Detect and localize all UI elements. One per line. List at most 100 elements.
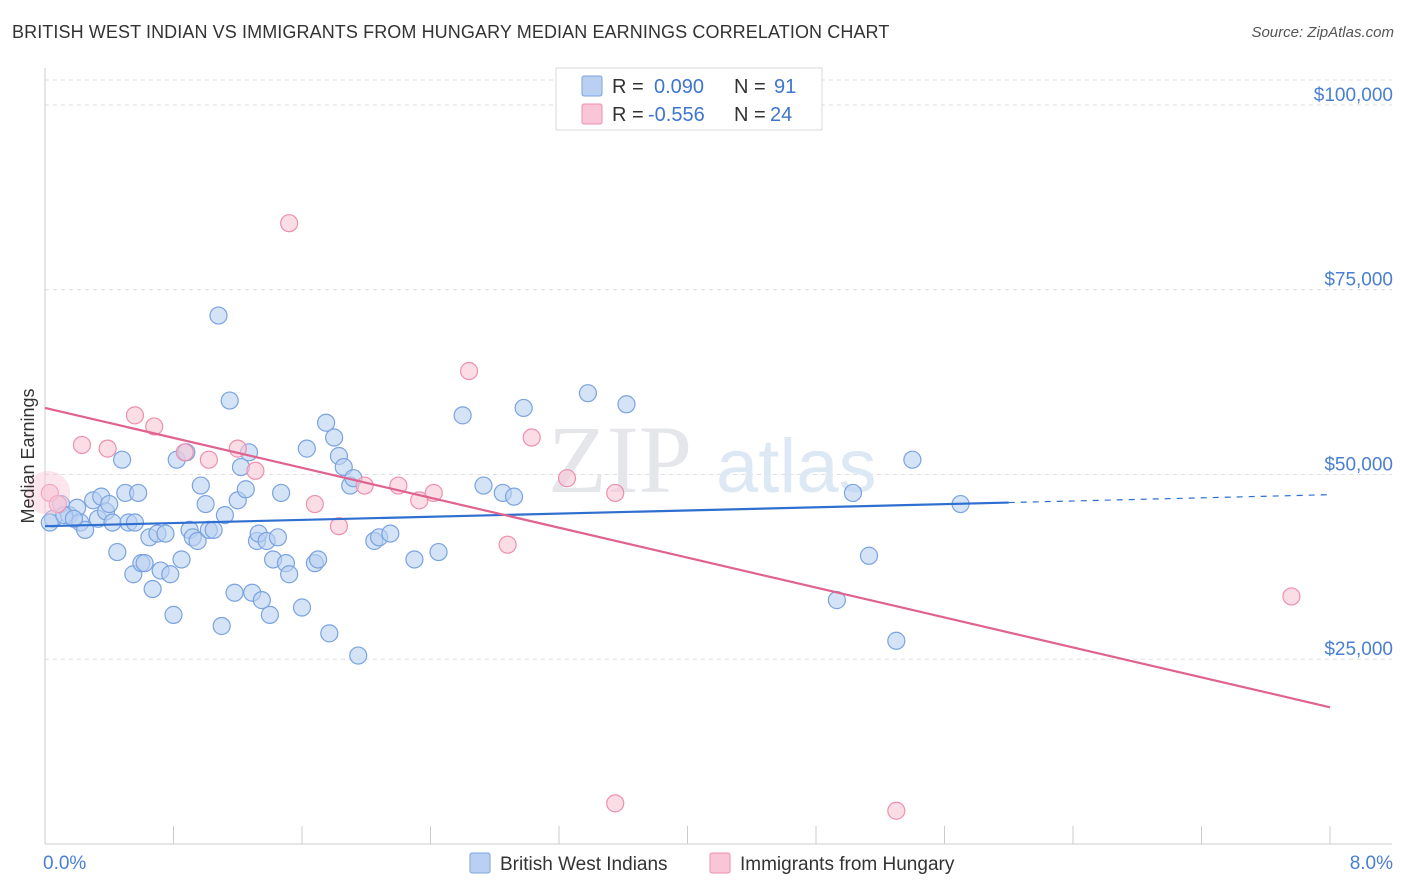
legend-r-value-1: 0.090 <box>654 76 704 98</box>
series-legend: British West Indians Immigrants from Hun… <box>469 852 955 875</box>
bwi-point-79 <box>514 398 533 418</box>
hungary-point-13 <box>355 476 374 495</box>
chart-source: Source: ZipAtlas.com <box>1251 24 1394 41</box>
legend-n-value-1: 91 <box>774 76 796 98</box>
y-tick-label-2: $75,000 <box>1324 270 1393 291</box>
hungary-point-4 <box>125 406 145 425</box>
bwi-point-42 <box>225 583 244 602</box>
bwi-point-83 <box>843 483 863 503</box>
axes <box>44 68 1392 845</box>
bwi-point-18 <box>129 483 148 503</box>
legend-r-label-2: R = <box>612 104 644 126</box>
hungary-point-20 <box>557 469 577 488</box>
hungary-point-24 <box>1282 587 1301 606</box>
hungary-point-5 <box>145 417 164 436</box>
bwi-point-62 <box>316 413 336 432</box>
hungary-point-9 <box>246 461 265 480</box>
bwi-point-45 <box>236 480 255 499</box>
hungary-point-2 <box>72 435 92 455</box>
watermark: ZIP atlas <box>548 406 877 513</box>
hungary-large-point <box>26 470 71 515</box>
bwi-point-10 <box>100 494 119 514</box>
hungary-point-6 <box>175 443 194 462</box>
grid-lines <box>45 79 1392 660</box>
legend-r-label-1: R = <box>612 76 644 98</box>
y-axis-label: Median Earnings <box>18 388 38 523</box>
trend-lines <box>44 406 1331 709</box>
bwi-point-84 <box>859 546 879 565</box>
hungary-point-19 <box>522 428 541 447</box>
bottom-legend-swatch-blue <box>469 852 491 874</box>
bwi-point-58 <box>292 598 312 617</box>
bwi-point-50 <box>252 591 271 610</box>
bottom-legend-swatch-pink <box>709 852 731 874</box>
bwi-point-26 <box>161 565 180 584</box>
bwi-point-11 <box>103 513 122 532</box>
chart-title: BRITISH WEST INDIAN VS IMMIGRANTS FROM H… <box>12 22 890 42</box>
hungary-point-7 <box>199 450 218 469</box>
bwi-point-73 <box>405 550 424 569</box>
hungary-point-21 <box>606 483 625 503</box>
bwi-point-12 <box>108 542 127 562</box>
bwi-point-59 <box>297 439 316 458</box>
bottom-legend-label-2: Immigrants from Hungary <box>740 854 955 875</box>
bwi-point-61 <box>308 550 328 569</box>
y-tick-label-0: $25,000 <box>1324 639 1393 660</box>
x-tick-labels: 0.0% 8.0% <box>43 853 1393 874</box>
bwi-point-90 <box>64 509 84 528</box>
bwi-point-64 <box>325 428 344 447</box>
bwi-point-39 <box>212 616 231 636</box>
bwi-point-29 <box>172 550 191 569</box>
trend-line-hungary <box>44 406 1331 709</box>
legend-n-label-1: N = <box>734 76 766 98</box>
x-tick-label-0: 0.0% <box>43 853 86 874</box>
legend-n-value-2: 24 <box>770 104 792 126</box>
legend-swatch-pink <box>581 103 603 125</box>
bwi-point-35 <box>196 494 215 514</box>
bwi-point-34 <box>191 476 210 495</box>
bwi-point-74 <box>429 542 448 562</box>
bwi-point-52 <box>260 605 279 624</box>
legend-swatch-blue <box>581 75 603 97</box>
hungary-point-17 <box>459 361 479 381</box>
hungary-point-3 <box>98 439 117 458</box>
bwi-point-57 <box>280 565 299 584</box>
trend-line-bwi <box>44 501 1009 528</box>
legend-r-value-2: -0.556 <box>648 104 705 126</box>
bwi-point-20 <box>135 554 154 573</box>
y-tick-labels: $25,000 $50,000 $75,000 $100,000 <box>1314 85 1393 660</box>
hungary-point-11 <box>305 494 324 514</box>
correlation-legend: R = 0.090 N = 91 R = -0.556 N = 24 <box>555 67 823 131</box>
bwi-point-85 <box>887 631 906 650</box>
x-tick-label-1: 8.0% <box>1350 853 1393 874</box>
y-tick-label-3: $100,000 <box>1314 85 1393 106</box>
y-tick-label-1: $50,000 <box>1324 454 1393 475</box>
bwi-point-80 <box>578 384 598 403</box>
bwi-point-54 <box>268 528 288 547</box>
bwi-point-55 <box>272 483 291 503</box>
hungary-point-18 <box>498 535 517 554</box>
hungary-point-1 <box>48 494 67 514</box>
bwi-point-63 <box>320 624 339 643</box>
bwi-point-27 <box>164 605 183 624</box>
hungary-point-10 <box>280 214 299 233</box>
bwi-point-86 <box>903 450 922 469</box>
bwi-point-33 <box>188 531 207 551</box>
legend-n-label-2: N = <box>734 104 766 126</box>
bwi-point-22 <box>143 579 162 599</box>
bwi-point-17 <box>125 513 145 532</box>
bwi-point-75 <box>453 406 472 425</box>
bwi-point-76 <box>474 476 493 495</box>
bwi-point-37 <box>204 520 223 540</box>
hungary-point-12 <box>329 517 349 536</box>
bwi-point-69 <box>349 646 368 665</box>
trend-line-bwi-extension <box>1008 494 1331 504</box>
bwi-point-81 <box>617 395 636 414</box>
series-immigrants-from-hungary <box>26 214 1301 820</box>
hungary-point-22 <box>606 794 625 813</box>
hungary-point-23 <box>887 801 906 820</box>
bwi-point-13 <box>112 450 132 469</box>
bwi-point-25 <box>156 524 175 543</box>
bwi-point-41 <box>220 391 239 410</box>
